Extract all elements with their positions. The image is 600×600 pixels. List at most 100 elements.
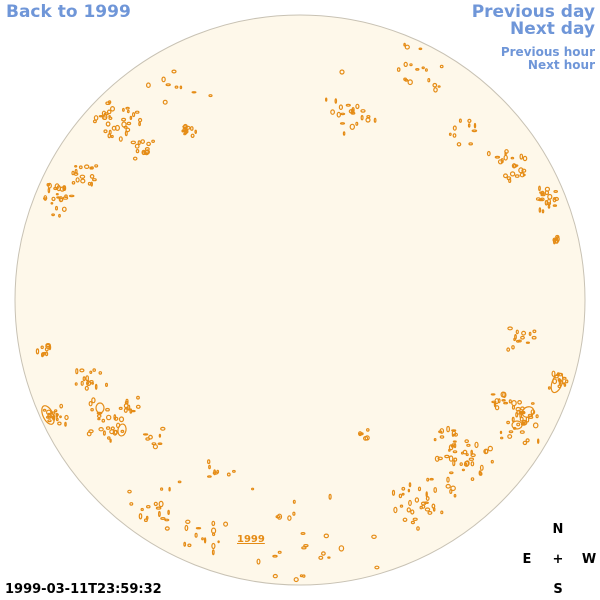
contour-speck [217,540,220,544]
contour-speck [47,413,52,419]
contour-speck [98,371,103,375]
contour-speck [80,380,84,386]
contour-speck [433,438,437,442]
contour-speck [301,546,307,550]
compass-east: E [522,552,532,567]
contour-speck [79,174,86,179]
contour-speck [425,496,430,502]
contour-speck [558,379,562,383]
contour-speck [190,133,195,138]
contour-speck [537,438,540,444]
back-to-year-link[interactable]: Back to 1999 [6,2,131,22]
contour-speck [528,331,532,336]
contour-speck [421,66,425,70]
contour-speck [89,370,93,374]
contour-speck [459,462,463,467]
contour-speck [440,510,444,515]
contour-speck [396,67,401,72]
contour-speck [515,339,521,343]
contour-speck [157,442,163,445]
contour-speck [433,487,438,493]
contour-speck [83,164,90,170]
contour-speck [334,98,338,104]
contour-speck [510,156,515,160]
contour-speck [164,526,170,531]
contour-speck [146,505,151,509]
contour-speck [151,442,157,446]
contour-speck [478,471,483,476]
contour-speck [55,192,59,196]
contour-speck [143,518,148,523]
contour-speck [506,420,511,425]
contour-speck [146,141,152,147]
contour-speck [519,153,524,160]
contour-speck [464,439,470,444]
contour-speck [129,502,134,506]
contour-speck [292,499,296,504]
previous-day-link[interactable]: Previous day [471,2,595,22]
contour-speck [338,104,343,111]
contour-speck [445,483,451,489]
contour-speck [94,164,99,168]
next-day-link[interactable]: Next day [510,19,595,39]
contour-speck [138,513,143,520]
contour-speck [508,399,512,404]
contour-speck [339,122,346,125]
contour-speck [161,76,166,83]
contour-speck [494,405,500,411]
contour-speck [57,421,62,426]
contour-loop [521,406,535,418]
year-link[interactable]: 1999 [237,534,265,545]
contour-speck [251,487,255,491]
contour-speck [194,532,198,538]
contour-speck [46,182,51,187]
contour-speck [148,434,153,440]
contour-speck [211,520,216,527]
contour-speck [55,417,59,422]
contour-speck [105,426,111,430]
contour-loop [550,372,564,394]
contour-speck [470,449,473,456]
contour-speck [423,501,429,504]
contour-speck [552,204,558,207]
previous-hour-link[interactable]: Previous hour [500,45,595,59]
contour-speck [449,489,453,495]
contour-speck [158,433,162,438]
contour-speck [125,106,130,110]
contour-speck [408,482,412,488]
observation-timestamp: 1999-03-11T23:59:32 [5,582,162,597]
contour-speck [501,398,506,402]
contour-speck [468,142,474,146]
contour-speck [125,127,131,133]
contour-speck [96,414,102,419]
contour-speck [448,444,454,451]
contour-speck [507,434,513,439]
contour-speck [547,386,551,390]
contour-speck [439,435,445,439]
contour-speck [563,383,567,387]
contour-speck [431,503,436,509]
contour-speck [398,493,403,499]
next-hour-link[interactable]: Next hour [527,58,595,72]
contour-speck [123,125,128,129]
contour-speck [453,457,458,462]
contour-speck [61,206,67,212]
contour-speck [448,132,452,136]
contour-speck [406,507,411,513]
contour-speck [195,527,202,530]
contour-speck [500,391,506,398]
contour-speck [126,109,130,114]
contour-speck [479,464,484,471]
contour-speck [303,543,309,548]
contour-speck [90,408,94,412]
contour-speck [519,430,525,434]
contour-speck [79,368,85,373]
contour-speck [142,433,149,436]
contour-speck [328,493,332,500]
contour-speck [137,140,141,146]
contour-speck [160,487,164,491]
contour-speck [521,330,527,336]
contour-speck [201,537,204,541]
contour-speck [162,99,168,105]
contour-speck [54,205,58,211]
